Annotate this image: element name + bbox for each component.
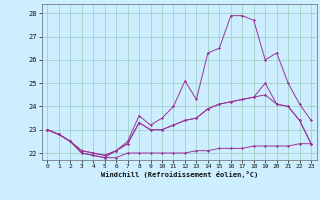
X-axis label: Windchill (Refroidissement éolien,°C): Windchill (Refroidissement éolien,°C) [100, 171, 258, 178]
